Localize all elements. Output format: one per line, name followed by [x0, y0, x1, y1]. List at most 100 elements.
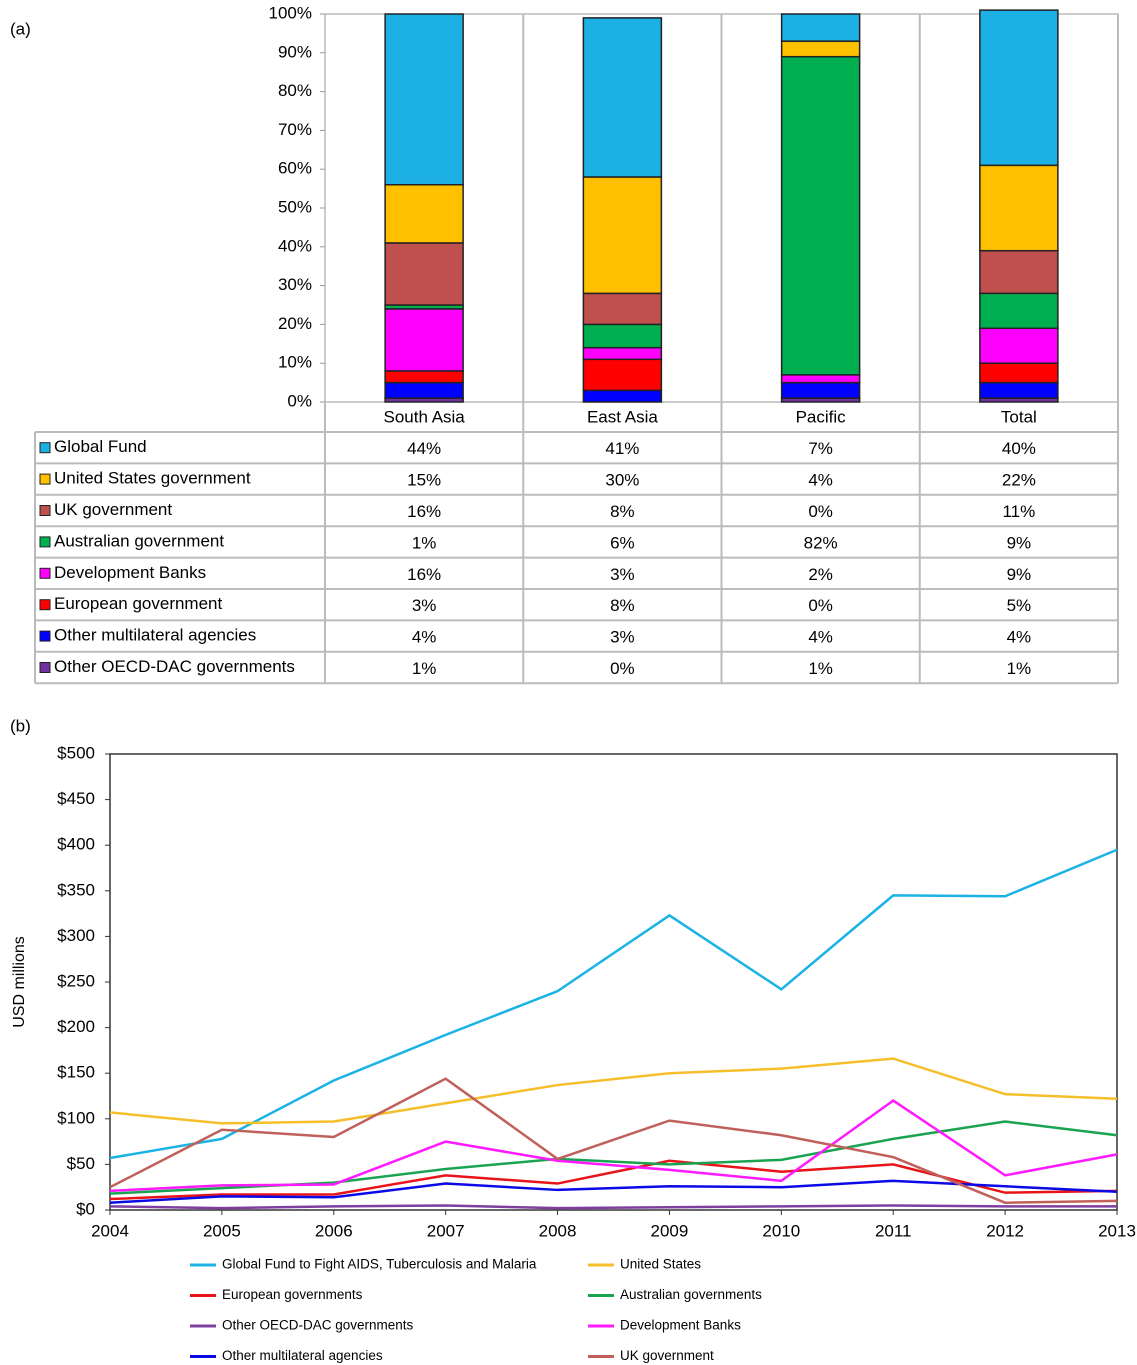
x-tick-label: South Asia — [383, 407, 465, 426]
data-label: 1% — [808, 659, 833, 678]
bar-segment — [582, 17, 663, 178]
line-series — [109, 1204, 1117, 1210]
x-tick-label: East Asia — [587, 407, 658, 426]
line-series — [109, 1159, 1118, 1201]
legend-label: Development Banks — [54, 563, 206, 582]
bar-segment — [979, 381, 1059, 399]
x-tick-label: 2011 — [875, 1221, 912, 1240]
panel-label: (b) — [10, 716, 31, 735]
data-label: 2% — [808, 565, 833, 584]
data-label: 16% — [407, 565, 441, 584]
x-tick-label: 2012 — [986, 1221, 1024, 1240]
bar-segment — [582, 346, 663, 361]
legend-label: European government — [54, 594, 223, 613]
x-tick-label: 2010 — [762, 1221, 800, 1240]
y-tick-label: $450 — [57, 789, 95, 808]
line-series — [109, 1077, 1118, 1204]
panel-label: (a) — [10, 19, 31, 38]
bar-segment — [780, 40, 861, 58]
x-tick-label: 2006 — [315, 1221, 353, 1240]
y-tick-label: $300 — [57, 926, 95, 945]
legend-label: UK government — [620, 1348, 714, 1363]
data-label: 3% — [610, 628, 635, 647]
legend-label: Other OECD-DAC governments — [54, 657, 295, 676]
y-tick-label: $100 — [57, 1108, 95, 1127]
data-label: 16% — [407, 502, 441, 521]
bar-segment — [979, 362, 1059, 384]
bar-segment — [582, 176, 663, 295]
data-label: 44% — [407, 439, 441, 458]
data-label: 0% — [808, 502, 833, 521]
x-tick-label: 2007 — [427, 1221, 465, 1240]
x-tick-label: 2009 — [651, 1221, 689, 1240]
line-series — [109, 1099, 1118, 1193]
legend-swatch — [39, 567, 51, 579]
data-label: 4% — [412, 628, 437, 647]
legend-swatch — [39, 442, 51, 454]
data-label: 8% — [610, 502, 635, 521]
y-tick-label: 20% — [278, 314, 312, 333]
bar-segment — [384, 13, 464, 186]
x-tick-label: 2008 — [539, 1221, 577, 1240]
line-series — [109, 1057, 1118, 1125]
y-tick-label: $400 — [57, 835, 95, 854]
legend-swatch — [39, 630, 51, 642]
data-label: 6% — [610, 533, 635, 552]
y-axis-label: USD millions — [11, 936, 28, 1028]
data-label: 15% — [407, 471, 441, 490]
bar-segment — [384, 242, 464, 306]
data-label: 9% — [1007, 565, 1032, 584]
bar-segment — [582, 358, 663, 392]
y-tick-label: $250 — [57, 971, 95, 990]
data-label: 4% — [1007, 628, 1032, 647]
data-label: 9% — [1007, 533, 1032, 552]
data-label: 0% — [610, 659, 635, 678]
data-label: 22% — [1002, 471, 1036, 490]
data-label: 1% — [412, 533, 437, 552]
x-tick-label: 2004 — [91, 1221, 129, 1240]
legend-swatch — [39, 599, 51, 611]
bar-segment — [780, 13, 861, 42]
legend-label: Australian governments — [620, 1287, 762, 1302]
legend-swatch — [39, 536, 51, 548]
bar-segment — [979, 292, 1059, 330]
data-label: 11% — [1002, 502, 1035, 521]
y-tick-label: $150 — [57, 1063, 95, 1082]
bar-segment — [979, 249, 1059, 295]
bar-segment — [582, 389, 663, 403]
y-tick-label: 0% — [287, 391, 312, 410]
y-tick-label: 30% — [278, 275, 312, 294]
data-label: 82% — [804, 533, 838, 552]
bar-segment — [979, 9, 1059, 167]
x-tick-label: 2013 — [1098, 1221, 1136, 1240]
data-label: 0% — [808, 596, 833, 615]
x-tick-label: Total — [1001, 407, 1037, 426]
y-tick-label: $50 — [67, 1154, 95, 1173]
bar-segment — [582, 292, 663, 326]
bar-segment — [780, 374, 861, 384]
legend-label: Other multilateral agencies — [222, 1348, 383, 1363]
data-label: 40% — [1002, 439, 1036, 458]
data-label: 4% — [808, 471, 833, 490]
x-tick-label: 2005 — [203, 1221, 241, 1240]
bar-segment — [384, 381, 464, 399]
data-label: 3% — [412, 596, 437, 615]
bar-segment — [780, 381, 861, 399]
y-tick-label: 50% — [278, 197, 312, 216]
legend-label: European governments — [222, 1287, 363, 1302]
data-label: 1% — [1007, 659, 1032, 678]
y-tick-label: 100% — [269, 3, 312, 22]
plot-frame — [109, 753, 1118, 1211]
y-tick-label: $350 — [57, 880, 95, 899]
line-series — [109, 848, 1118, 1160]
legend-label: Other multilateral agencies — [54, 626, 256, 645]
legend-label: Global Fund — [54, 437, 147, 456]
y-tick-label: 10% — [278, 353, 312, 372]
data-label: 41% — [605, 439, 639, 458]
x-tick-label: Pacific — [796, 407, 847, 426]
y-tick-label: 90% — [278, 42, 312, 61]
line-series — [109, 1179, 1118, 1204]
data-label: 3% — [610, 565, 635, 584]
y-tick-label: $200 — [57, 1017, 95, 1036]
